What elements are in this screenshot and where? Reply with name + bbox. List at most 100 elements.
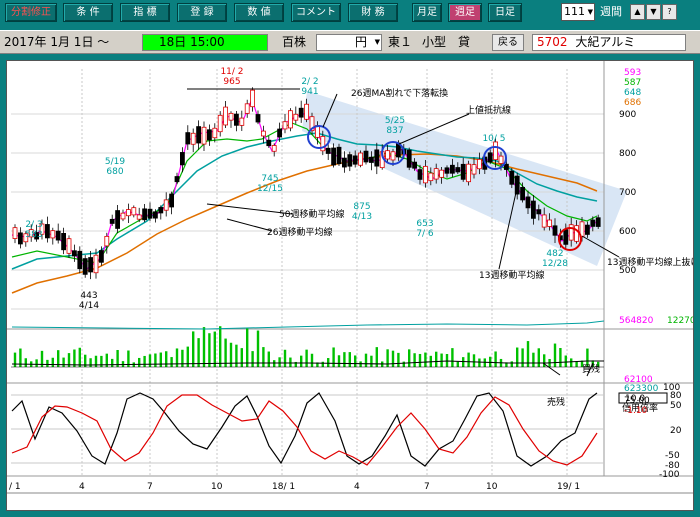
- candle-body: [179, 152, 185, 166]
- volume-bar: [192, 331, 195, 367]
- volume-bar: [35, 359, 38, 367]
- volume-bar: [111, 358, 114, 367]
- volume-bar: [559, 348, 562, 367]
- volume-bar: [386, 349, 389, 367]
- volume-bar: [165, 351, 168, 367]
- candle-body: [28, 229, 34, 238]
- p525-value-label: 837: [386, 126, 403, 136]
- conditions-button[interactable]: 条 件: [63, 3, 113, 22]
- volume-bar: [256, 330, 260, 367]
- candle-body: [498, 155, 504, 164]
- candle-body: [531, 200, 536, 219]
- candle-body: [72, 250, 77, 257]
- stock-field[interactable]: 5702 大紀アルミ: [532, 34, 686, 51]
- volume-bar: [127, 350, 130, 367]
- candle-body: [476, 158, 482, 170]
- candle-body: [250, 89, 256, 108]
- finance-button[interactable]: 財 務: [348, 3, 398, 22]
- volume-bar: [413, 353, 416, 367]
- candle-body: [277, 128, 283, 138]
- date-to-field[interactable]: 18日 15:00: [142, 34, 268, 51]
- volume-bar: [40, 350, 44, 367]
- candle-body: [439, 169, 445, 178]
- volume-bar: [316, 362, 319, 367]
- volume-bar: [370, 355, 373, 367]
- register-button[interactable]: 登 録: [177, 3, 227, 22]
- candle-body: [406, 149, 412, 168]
- help-icon[interactable]: ?: [662, 4, 677, 20]
- sell-leader: [542, 362, 561, 376]
- candle-body: [293, 113, 299, 121]
- ma-26-line: [11, 132, 598, 270]
- candle-body: [223, 106, 229, 126]
- volume-bar: [435, 351, 438, 367]
- info-bar: 2017年 1月 1日 ～ 18日 15:00 百株 円 ▼ 東１ 小型 貸 戻…: [0, 30, 700, 54]
- ratio-box: [618, 392, 668, 404]
- candle-body: [309, 116, 315, 132]
- ma-legend: 593 587 648 686: [624, 68, 641, 108]
- volume-bar: [359, 361, 362, 367]
- arrow-down-icon[interactable]: ▼: [646, 4, 661, 20]
- volume-bar: [67, 353, 71, 367]
- daily-button[interactable]: 日足: [488, 3, 522, 22]
- osc-tick: 20: [670, 426, 682, 436]
- volume-bar: [456, 361, 459, 367]
- buy-leader: [586, 362, 594, 377]
- volume-bar: [575, 361, 578, 367]
- x-tick: / 1: [9, 482, 21, 492]
- volume-bar: [246, 328, 249, 367]
- volume-bar: [262, 347, 265, 367]
- candle-body: [136, 214, 142, 220]
- candle-body: [228, 112, 234, 121]
- comment-button[interactable]: コメント: [291, 3, 341, 22]
- currency-select[interactable]: 円 ▼: [316, 34, 382, 51]
- weekly-button[interactable]: 週足: [448, 3, 482, 22]
- stock-code: 5702: [537, 35, 568, 49]
- volume-bar: [510, 361, 513, 367]
- candle-body: [131, 207, 137, 216]
- candle-body: [525, 196, 531, 209]
- x-axis: / 1 4 7 10 18/ 1 4 7 10 19/ 1: [9, 482, 580, 492]
- period-unit-label: 週間: [600, 5, 622, 18]
- chart-canvas: 11/ 2 965 2/ 2 941 5/25 837 10/ 5 5/19 6…: [7, 61, 699, 494]
- volume-bar: [100, 355, 103, 367]
- indicators-button[interactable]: 指 標: [120, 3, 170, 22]
- candle-body: [503, 163, 509, 170]
- volume-bar: [251, 351, 254, 367]
- candle-body: [298, 107, 304, 118]
- sell-remain-value: 623300: [624, 384, 659, 394]
- back-button[interactable]: 戻る: [492, 34, 524, 51]
- period-select[interactable]: 111 ▼: [561, 3, 595, 21]
- volume-bar: [159, 352, 162, 367]
- candle-body: [358, 152, 364, 166]
- buy-remain-label: 買残: [582, 363, 600, 375]
- x-tick: 7: [147, 482, 153, 492]
- candle-body: [115, 210, 120, 229]
- candle-body: [374, 149, 380, 167]
- x-tick: 18/ 1: [272, 482, 295, 492]
- monthly-button[interactable]: 月足: [412, 3, 442, 22]
- volume-bar: [332, 347, 335, 367]
- p413-date-label: 4/13: [352, 212, 372, 222]
- arrow-up-icon[interactable]: ▲: [630, 4, 645, 20]
- candle-body: [568, 224, 574, 241]
- p76-value-label: 653: [416, 219, 433, 229]
- p23-value-label: 583: [25, 230, 42, 240]
- candle-body: [39, 223, 45, 235]
- candle-body: [552, 225, 558, 236]
- candle-body: [579, 221, 585, 238]
- split-fix-button[interactable]: 分割修正: [5, 3, 57, 22]
- chevron-down-icon: ▼: [587, 8, 593, 16]
- circle-resistance-1: [381, 141, 405, 165]
- values-button[interactable]: 数 値: [234, 3, 284, 22]
- volume-bar: [516, 347, 519, 367]
- price-tick: 800: [619, 149, 636, 159]
- volume-bar: [148, 354, 152, 367]
- ma50-value: 686: [624, 98, 641, 108]
- volume-bar: [186, 346, 189, 367]
- candle-body: [585, 224, 590, 235]
- chart-panel[interactable]: 11/ 2 965 2/ 2 941 5/25 837 10/ 5 5/19 6…: [6, 60, 699, 511]
- volume-bar: [580, 360, 584, 367]
- x-tick: 10: [211, 482, 223, 492]
- p519-value-label: 680: [106, 167, 123, 177]
